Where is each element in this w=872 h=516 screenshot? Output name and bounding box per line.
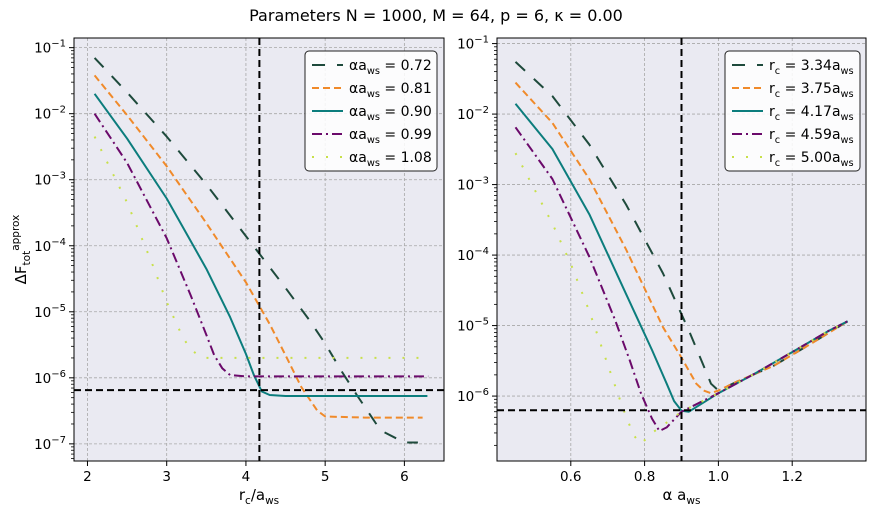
y-tick-label: 10−5 <box>34 303 66 321</box>
y-tick-label: 10−2 <box>34 105 66 123</box>
legend-box <box>304 50 438 172</box>
y-tick-label: 10−6 <box>457 387 489 405</box>
y-tick-label: 10−4 <box>457 246 489 264</box>
legend-entry-3: αaws = 0.90 <box>349 104 432 123</box>
y-tick-label: 10−1 <box>457 35 489 53</box>
y-tick-label: 10−3 <box>34 171 66 189</box>
y-axis-label: ΔFtotapprox <box>10 215 33 285</box>
series-line-2 <box>514 81 849 395</box>
plot-frame <box>73 37 445 462</box>
legend-entry-5: rc = 5.00aws <box>769 150 854 169</box>
series-group <box>93 57 429 444</box>
legend-entry-2: αaws = 0.81 <box>349 81 432 100</box>
x-tick-label: 0.6 <box>560 469 581 485</box>
legend-entry-5: αaws = 1.08 <box>349 150 432 169</box>
plot-frame <box>496 37 867 462</box>
legend-box <box>724 50 861 172</box>
x-tick-label: 1.0 <box>708 469 729 485</box>
figure-suptitle: Parameters N = 1000, M = 64, p = 6, κ = … <box>249 6 623 25</box>
y-tick-label: 10−5 <box>457 317 489 335</box>
series-line-3 <box>93 93 428 397</box>
x-tick-label: 1.2 <box>781 469 802 485</box>
series-line-2 <box>93 74 423 419</box>
legend-entry-4: αaws = 0.99 <box>349 127 432 146</box>
left-panel: 2 3 4 5 6 10−7 10−6 10−5 10−4 10−3 10−2 10−1 rc/aws Δ… <box>10 37 445 507</box>
x-tick-label: 0.8 <box>634 469 655 485</box>
y-tick-label: 10−4 <box>34 237 66 255</box>
x-tick-label: 2 <box>83 469 92 485</box>
legend-entry-3: rc = 4.17aws <box>769 104 854 123</box>
x-axis-label: α aws <box>663 486 701 507</box>
series-line-1 <box>514 61 849 392</box>
y-tick-label: 10−3 <box>457 176 489 194</box>
series-line-1 <box>93 57 418 444</box>
y-tick-label: 10−1 <box>34 39 66 57</box>
y-tick-label: 10−7 <box>34 435 66 453</box>
legend-entry-1: αaws = 0.72 <box>349 58 432 77</box>
x-tick-label: 6 <box>400 469 409 485</box>
series-line-4 <box>93 113 429 378</box>
x-tick-label: 3 <box>162 469 171 485</box>
legend-entry-4: rc = 4.59aws <box>769 127 854 146</box>
legend-entry-2: rc = 3.75aws <box>769 81 854 100</box>
legend: rc = 3.34aws rc = 3.75aws rc = 4.17aws rc =… <box>724 50 861 172</box>
legend-entry-1: rc = 3.34aws <box>769 58 854 77</box>
x-axis-label: rc/aws <box>239 486 279 507</box>
y-tick-label: 10−2 <box>457 105 489 123</box>
y-tick-label: 10−6 <box>34 369 66 387</box>
x-tick-label: 4 <box>242 469 251 485</box>
series-group <box>514 61 849 445</box>
right-panel: 0.6 0.8 1.0 1.2 10−6 10−5 10−4 10−3 10−2 10−1 α aw… <box>457 35 867 507</box>
legend: αaws = 0.72 αaws = 0.81 αaws = 0.90 αaws = … <box>304 50 438 172</box>
x-tick-label: 5 <box>321 469 330 485</box>
